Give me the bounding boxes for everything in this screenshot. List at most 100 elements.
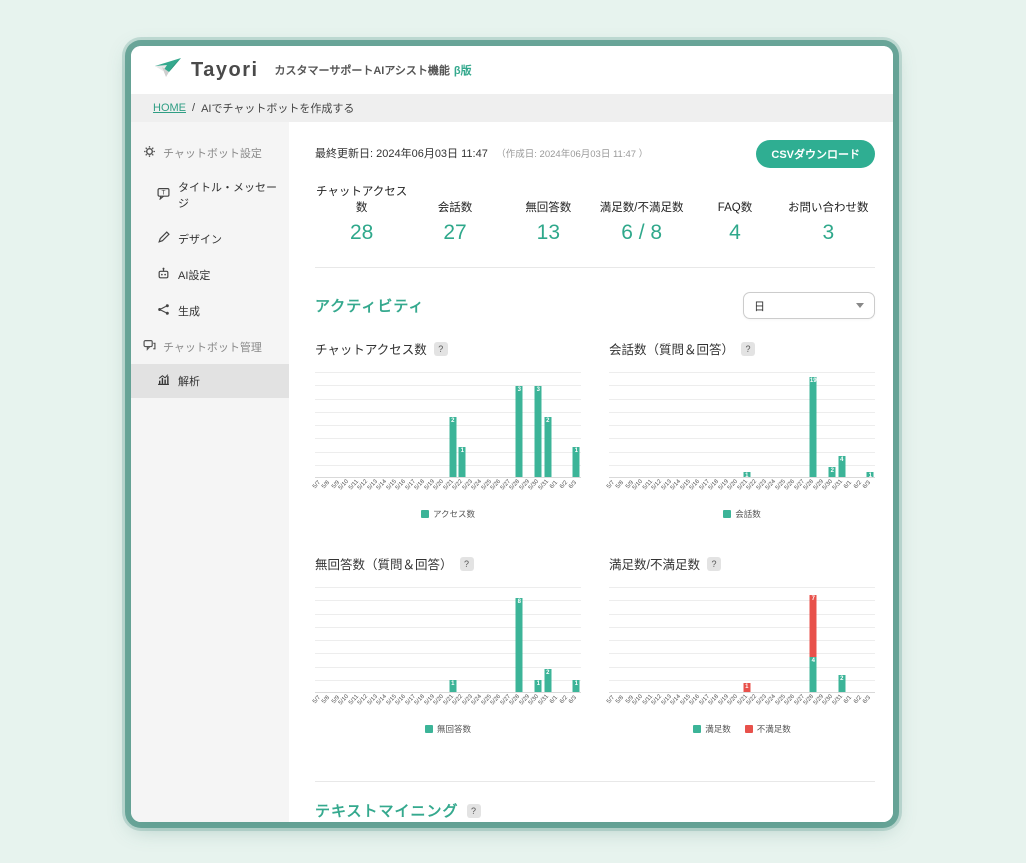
robot-icon xyxy=(157,267,170,283)
bar-segment: 1 xyxy=(534,680,542,693)
bar-segment: 1 xyxy=(449,680,457,693)
chart-block: 会話数（質問＆回答）? 1 19 2 4 1 5/7 5/8 5/9 5/10 5/11 5/12 5/… xyxy=(606,339,875,520)
gridline xyxy=(609,398,875,400)
chart-title: 無回答数（質問＆回答）? xyxy=(315,554,581,573)
chart-bar[interactable]: 1 xyxy=(866,471,874,479)
breadcrumb: HOME / AIでチャットボットを作成する xyxy=(131,94,893,122)
x-tick-label: 5/8 xyxy=(321,480,332,491)
bar-value-label: 1 xyxy=(460,447,464,454)
created-text: （作成日: 2024年06月03日 11:47 ） xyxy=(496,149,649,160)
chart-title: 会話数（質問＆回答）? xyxy=(609,339,875,358)
bar-value-label: 2 xyxy=(546,417,550,424)
bar-value-label: 1 xyxy=(536,681,540,688)
brand[interactable]: Tayori xyxy=(153,57,259,84)
sidebar-section-1: チャットボット管理 xyxy=(131,330,289,364)
period-select[interactable]: 日 xyxy=(743,292,875,320)
sidebar-item[interactable]: デザイン xyxy=(131,222,289,256)
update-info: 最終更新日: 2024年06月03日 11:47 （作成日: 2024年06月0… xyxy=(315,144,648,162)
stat-value: 13 xyxy=(536,221,560,244)
sidebar-item[interactable]: 生成 xyxy=(131,294,289,328)
legend-entry: 会話数 xyxy=(723,508,761,520)
chart-title-text: チャットアクセス数 xyxy=(315,343,427,358)
bar-value-label: 7 xyxy=(811,596,815,603)
x-tick-label: 6/1 xyxy=(549,480,560,491)
legend-swatch-icon xyxy=(744,725,753,734)
gridline xyxy=(315,425,581,427)
chat-bubbles-icon xyxy=(143,339,156,355)
chart-bar[interactable]: 2 xyxy=(544,668,552,693)
bar-value-label: 1 xyxy=(868,472,872,479)
chart-plot-area: 2 1 3 3 2 1 xyxy=(315,372,581,479)
legend-label: アクセス数 xyxy=(432,509,476,520)
help-icon[interactable]: ? xyxy=(433,341,448,356)
sidebar-item[interactable]: AI設定 xyxy=(131,258,289,292)
chart-bar[interactable]: 3 xyxy=(534,386,542,478)
csv-download-button[interactable]: CSVダウンロード xyxy=(756,140,875,168)
chart-bar[interactable]: 1 xyxy=(572,680,580,693)
bar-value-label: 2 xyxy=(840,675,844,682)
stat-card: チャットアクセス数 28 xyxy=(315,184,408,245)
help-icon[interactable]: ? xyxy=(741,341,756,356)
chart-bar[interactable]: 4 xyxy=(838,456,846,478)
bar-segment: 4 xyxy=(838,456,846,478)
help-icon[interactable]: ? xyxy=(459,556,474,571)
breadcrumb-separator: / xyxy=(192,102,196,114)
legend-swatch-icon xyxy=(723,510,732,519)
bar-value-label: 2 xyxy=(546,669,550,676)
x-axis-labels: 5/7 5/8 5/9 5/10 5/11 5/12 5/13 5/14 5/15 5/16 5/1… xyxy=(606,478,875,506)
x-tick-label: 6/1 xyxy=(843,695,854,706)
legend-label: 満足数 xyxy=(705,724,731,735)
legend-swatch-icon xyxy=(420,510,429,519)
chart-bar[interactable]: 19 xyxy=(809,376,817,478)
bar-segment: 1 xyxy=(743,471,751,479)
bar-segment: 1 xyxy=(572,446,580,478)
sidebar-item[interactable]: 解析 xyxy=(131,364,289,398)
gridline xyxy=(315,587,581,589)
sidebar: チャットボット設定 T タイトル・メッセージデザイン AI設定 生成 チャットボット管理解… xyxy=(131,122,289,822)
bar-segment: 2 xyxy=(828,466,836,478)
chart-bar[interactable]: 2 xyxy=(828,466,836,478)
gridline xyxy=(609,679,875,681)
gridline xyxy=(609,464,875,466)
chart-title: 満足数/不満足数? xyxy=(609,554,875,573)
legend-entry: 満足数 xyxy=(693,723,731,735)
sidebar-item-label: デザイン xyxy=(178,234,222,246)
breadcrumb-home-link[interactable]: HOME xyxy=(153,102,186,114)
chart-bar[interactable]: 2 xyxy=(838,674,846,693)
pen-icon xyxy=(157,231,170,247)
bar-value-label: 1 xyxy=(574,447,578,454)
chart-bar[interactable]: 1 xyxy=(572,446,580,478)
chart-bar[interactable]: 1 xyxy=(743,683,751,693)
activity-section-title: アクティビティ xyxy=(315,298,425,316)
stat-card: お問い合わせ数 3 xyxy=(782,184,875,245)
chart-title-text: 無回答数（質問＆回答） xyxy=(315,558,453,573)
gridline xyxy=(609,438,875,440)
x-tick-label: 6/3 xyxy=(568,695,579,706)
chart-legend: 無回答数 xyxy=(315,723,581,735)
sidebar-section-label: チャットボット設定 xyxy=(163,148,262,160)
bar-value-label: 3 xyxy=(517,387,521,394)
x-axis-labels: 5/7 5/8 5/9 5/10 5/11 5/12 5/13 5/14 5/15 5/16 5/1… xyxy=(606,693,875,721)
chart-bar[interactable]: 1 xyxy=(534,680,542,693)
chart-bar[interactable]: 1 xyxy=(743,471,751,479)
chart-bar[interactable]: 3 xyxy=(515,386,523,478)
chart-bar[interactable]: 8 xyxy=(515,597,523,693)
x-axis-labels: 5/7 5/8 5/9 5/10 5/11 5/12 5/13 5/14 5/15 5/16 5/1… xyxy=(312,693,581,721)
chart-bar[interactable]: 2 xyxy=(449,416,457,478)
bar-segment: 1 xyxy=(572,680,580,693)
bar-value-label: 4 xyxy=(840,457,844,463)
gridline xyxy=(315,613,581,615)
legend-entry: 無回答数 xyxy=(424,723,471,735)
help-icon[interactable]: ? xyxy=(706,556,721,571)
sidebar-item[interactable]: T タイトル・メッセージ xyxy=(131,170,289,220)
chart-bar[interactable]: 2 xyxy=(544,416,552,478)
chart-bar[interactable]: 1 xyxy=(449,680,457,693)
bar-segment: 2 xyxy=(544,416,552,478)
gridline xyxy=(609,425,875,427)
chart-bar[interactable]: 1 xyxy=(458,446,466,478)
chart-legend: 会話数 xyxy=(609,508,875,520)
help-icon[interactable]: ? xyxy=(466,803,481,818)
